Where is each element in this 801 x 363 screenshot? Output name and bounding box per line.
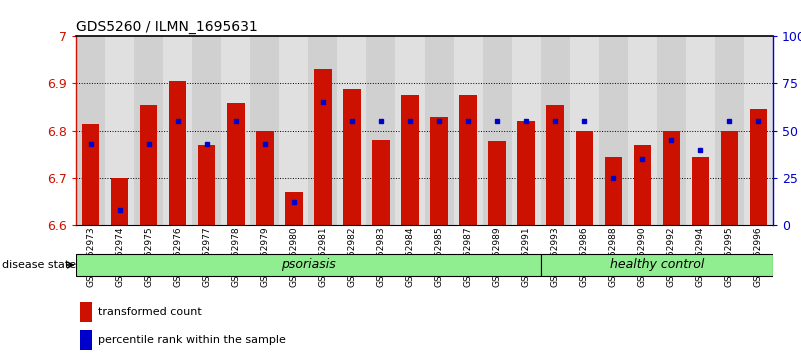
- Bar: [662, 131, 680, 225]
- Bar: [401, 95, 419, 225]
- Bar: [459, 95, 477, 225]
- Bar: [140, 105, 157, 225]
- Text: transformed count: transformed count: [99, 307, 202, 317]
- Bar: [105, 36, 134, 225]
- Bar: [76, 36, 105, 225]
- Bar: [425, 36, 453, 225]
- Bar: [79, 330, 92, 350]
- Bar: [686, 36, 714, 225]
- Bar: [250, 36, 280, 225]
- Bar: [744, 36, 773, 225]
- Bar: [714, 36, 744, 225]
- Bar: [337, 36, 366, 225]
- Bar: [221, 36, 250, 225]
- Bar: [169, 81, 187, 225]
- Bar: [134, 36, 163, 225]
- Bar: [546, 105, 564, 225]
- Bar: [575, 131, 593, 225]
- Bar: [280, 36, 308, 225]
- Bar: [314, 69, 332, 225]
- Bar: [79, 302, 92, 322]
- Bar: [396, 36, 425, 225]
- FancyBboxPatch shape: [541, 253, 773, 277]
- Bar: [605, 156, 622, 225]
- Bar: [227, 103, 244, 225]
- Bar: [192, 36, 221, 225]
- Bar: [517, 121, 535, 225]
- Text: psoriasis: psoriasis: [281, 258, 336, 272]
- FancyBboxPatch shape: [76, 253, 541, 277]
- Bar: [372, 140, 389, 225]
- Bar: [489, 141, 505, 225]
- Bar: [343, 89, 360, 225]
- Bar: [628, 36, 657, 225]
- Bar: [366, 36, 396, 225]
- Bar: [82, 123, 99, 225]
- Bar: [453, 36, 482, 225]
- Bar: [256, 131, 273, 225]
- Bar: [634, 145, 651, 225]
- Bar: [163, 36, 192, 225]
- Bar: [691, 156, 709, 225]
- Text: GDS5260 / ILMN_1695631: GDS5260 / ILMN_1695631: [76, 20, 258, 34]
- Bar: [198, 145, 215, 225]
- Bar: [482, 36, 512, 225]
- Bar: [285, 192, 303, 225]
- Text: percentile rank within the sample: percentile rank within the sample: [99, 335, 286, 345]
- Text: healthy control: healthy control: [610, 258, 704, 272]
- Bar: [308, 36, 337, 225]
- Bar: [750, 110, 767, 225]
- Bar: [721, 131, 739, 225]
- Text: disease state: disease state: [2, 260, 76, 270]
- Bar: [570, 36, 598, 225]
- Bar: [657, 36, 686, 225]
- Bar: [541, 36, 570, 225]
- Bar: [598, 36, 628, 225]
- Bar: [512, 36, 541, 225]
- Bar: [430, 117, 448, 225]
- Bar: [111, 178, 128, 225]
